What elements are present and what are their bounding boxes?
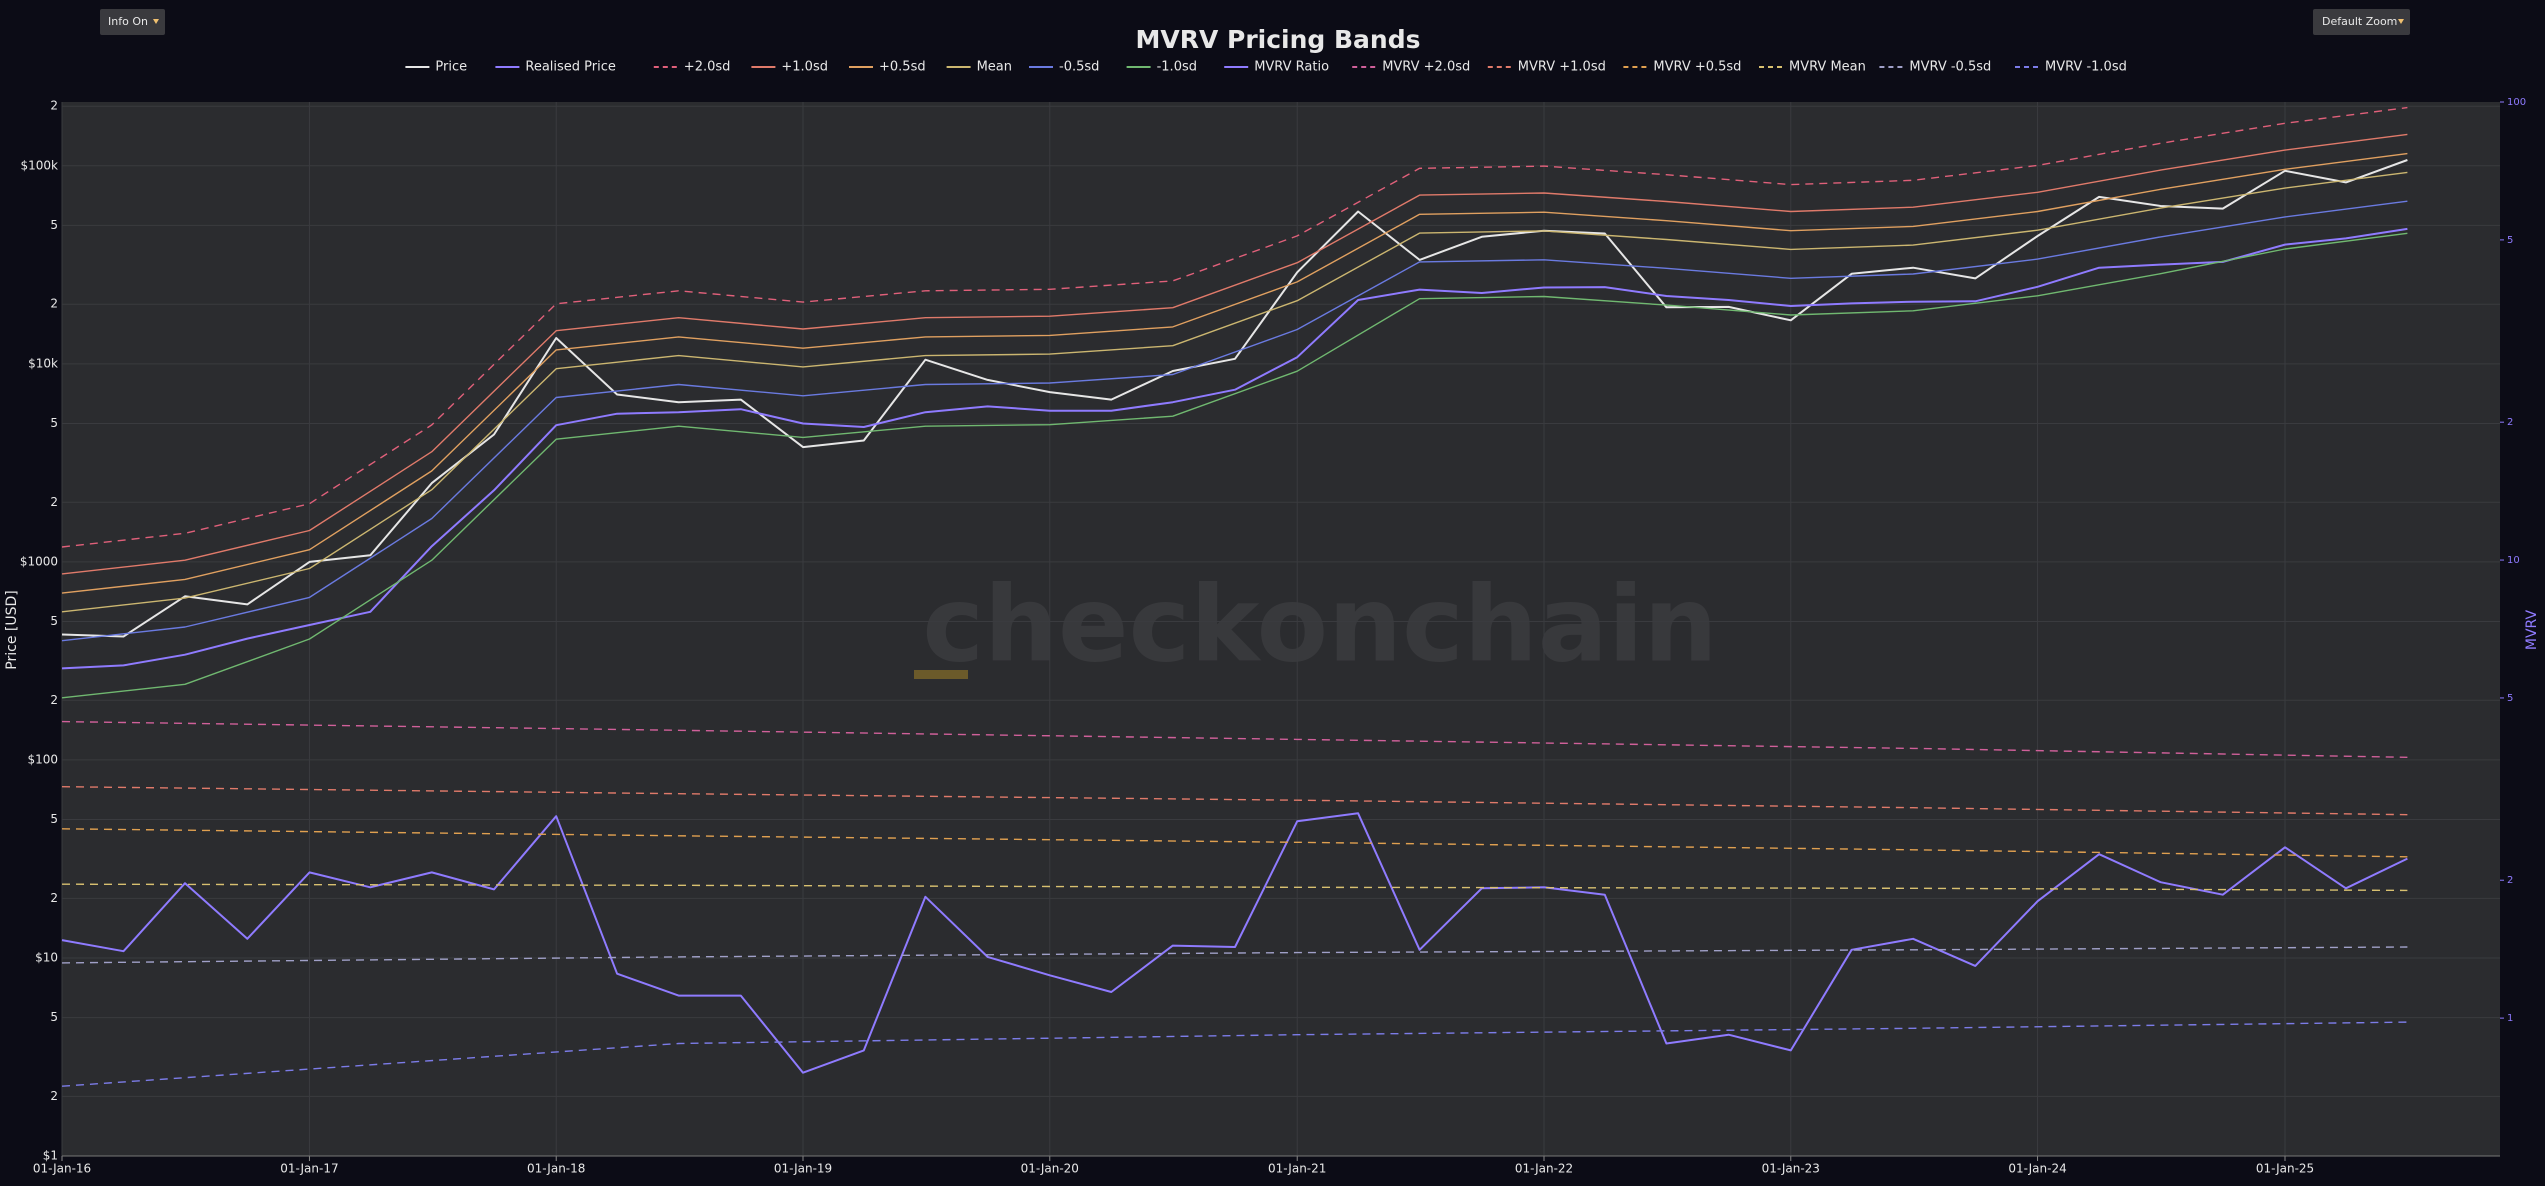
y-axis-title: Price [USD] xyxy=(4,590,20,669)
y2-axis-title: MVRV xyxy=(2524,609,2540,650)
legend-label: MVRV Mean xyxy=(1789,60,1866,75)
legend-label: MVRV +1.0sd xyxy=(1518,60,1606,75)
info-button[interactable]: Info On xyxy=(100,9,165,35)
series-line xyxy=(61,786,2408,816)
legend-label: -0.5sd xyxy=(1059,60,1099,75)
legend-label: Mean xyxy=(977,60,1012,75)
chart-title: MVRV Pricing Bands xyxy=(1135,25,1420,54)
series-line xyxy=(61,883,2408,892)
x-tick-label: 01-Jan-24 xyxy=(2008,1162,2066,1176)
legend-label: +1.0sd xyxy=(781,60,828,75)
series-line xyxy=(61,720,2408,758)
plot-area xyxy=(62,102,2500,1156)
y2-tick-label: 100 xyxy=(2507,97,2526,108)
decor xyxy=(914,670,968,679)
legend-label: MVRV -0.5sd xyxy=(1909,60,1991,75)
zoom-button[interactable]: Default Zoom xyxy=(2313,9,2410,35)
y-tick-label: $100k xyxy=(21,158,59,172)
series-line xyxy=(61,133,2408,575)
x-tick-label: 01-Jan-20 xyxy=(1021,1162,1079,1176)
x-tick-label: 01-Jan-25 xyxy=(2256,1162,2314,1176)
y-tick-label: $10k xyxy=(28,356,58,370)
legend-label: MVRV +0.5sd xyxy=(1653,60,1741,75)
watermark: checkonchain xyxy=(922,563,1717,685)
y-tick-label: $10 xyxy=(35,950,58,964)
x-tick-label: 01-Jan-23 xyxy=(1762,1162,1820,1176)
x-tick-label: 01-Jan-18 xyxy=(527,1162,585,1176)
legend-label: MVRV -1.0sd xyxy=(2045,60,2127,75)
series-line xyxy=(61,171,2408,613)
x-tick-label: 01-Jan-19 xyxy=(774,1162,832,1176)
y-tick-label: 2 xyxy=(50,693,58,707)
y-tick-label: 5 xyxy=(50,416,58,430)
button-bg[interactable] xyxy=(100,9,165,35)
button-bg[interactable] xyxy=(2313,9,2410,35)
y-tick-label: $1 xyxy=(43,1149,58,1163)
series-line xyxy=(61,232,2408,699)
x-tick-label: 01-Jan-16 xyxy=(33,1162,91,1176)
y-tick-label: 2 xyxy=(50,297,58,311)
y-tick-label: 5 xyxy=(50,812,58,826)
y2-tick-label: 5 xyxy=(2507,693,2513,704)
button-label[interactable]: Info On xyxy=(108,15,148,28)
legend-label: Price xyxy=(435,60,467,75)
y-tick-label: $1000 xyxy=(20,554,58,568)
y-tick-label: 2 xyxy=(50,99,58,113)
series-line xyxy=(61,946,2408,964)
series-line xyxy=(61,828,2408,858)
series-line xyxy=(61,159,2408,638)
legend-label: Realised Price xyxy=(525,60,616,75)
y-tick-label: 2 xyxy=(50,891,58,905)
series-line xyxy=(61,1021,2408,1087)
y2-tick-label: 10 xyxy=(2507,555,2520,566)
legend-label: MVRV +2.0sd xyxy=(1382,60,1470,75)
y-tick-label: 5 xyxy=(50,614,58,628)
y2-tick-label: 5 xyxy=(2507,235,2513,246)
x-tick-label: 01-Jan-21 xyxy=(1268,1162,1326,1176)
dropdown-arrow xyxy=(2398,19,2404,24)
legend-label: MVRV Ratio xyxy=(1254,60,1329,75)
series-line xyxy=(61,812,2408,1074)
legend-label: -1.0sd xyxy=(1157,60,1197,75)
y-tick-label: 5 xyxy=(50,218,58,232)
series-line xyxy=(61,227,2408,670)
button-label[interactable]: Default Zoom xyxy=(2322,15,2397,28)
dropdown-arrow xyxy=(153,19,159,24)
y2-tick-label: 2 xyxy=(2507,417,2513,428)
y-tick-label: 5 xyxy=(50,1010,58,1024)
y-tick-label: 2 xyxy=(50,1089,58,1103)
series-line xyxy=(61,152,2408,594)
series-line xyxy=(61,106,2408,548)
y-tick-label: $100 xyxy=(27,752,58,766)
y2-tick-label: 2 xyxy=(2507,875,2513,886)
legend-label: +2.0sd xyxy=(684,60,731,75)
legend-label: +0.5sd xyxy=(879,60,926,75)
y2-tick-label: 1 xyxy=(2507,1013,2513,1024)
x-tick-label: 01-Jan-22 xyxy=(1515,1162,1573,1176)
x-tick-label: 01-Jan-17 xyxy=(280,1162,338,1176)
y-tick-label: 2 xyxy=(50,495,58,509)
series-line xyxy=(61,200,2408,642)
